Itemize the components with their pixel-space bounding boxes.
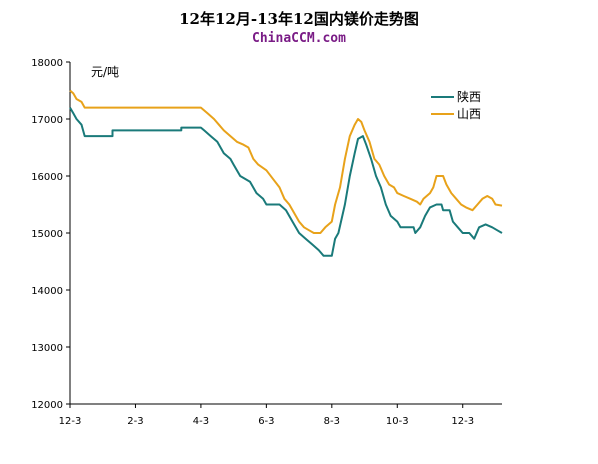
y-tick-label: 14000 [31,286,63,297]
chart-title: 12年12月-13年12国内镁价走势图 [179,10,419,28]
series-layer [69,89,503,257]
y-tick-label: 17000 [31,115,63,126]
x-tick-label: 10-3 [386,416,409,427]
legend-label-shanxi: 山西 [457,107,481,121]
x-tick-label: 12-3 [451,416,474,427]
y-tick-label: 16000 [31,172,63,183]
legend-label-shaanxi: 陕西 [457,89,481,104]
x-tick-label: 2-3 [127,416,143,427]
series-line-shanxi [69,89,503,234]
x-tick-label: 8-3 [324,416,340,427]
x-tick-label: 6-3 [258,416,274,427]
series-line-shaanxi [69,107,503,257]
y-tick-label: 18000 [31,58,63,69]
y-axis-unit-label: 元/吨 [91,65,119,79]
x-tick-label: 12-3 [59,416,82,427]
y-tick-label: 13000 [31,343,63,354]
y-tick-label: 12000 [31,400,63,411]
y-tick-label: 15000 [31,229,63,240]
axes: 12000 13000 14000 15000 16000 17000 18000 12-3 2… [31,58,502,427]
chart-subtitle: ChinaCCM.com [252,31,346,46]
x-tick-label: 4-3 [193,416,209,427]
